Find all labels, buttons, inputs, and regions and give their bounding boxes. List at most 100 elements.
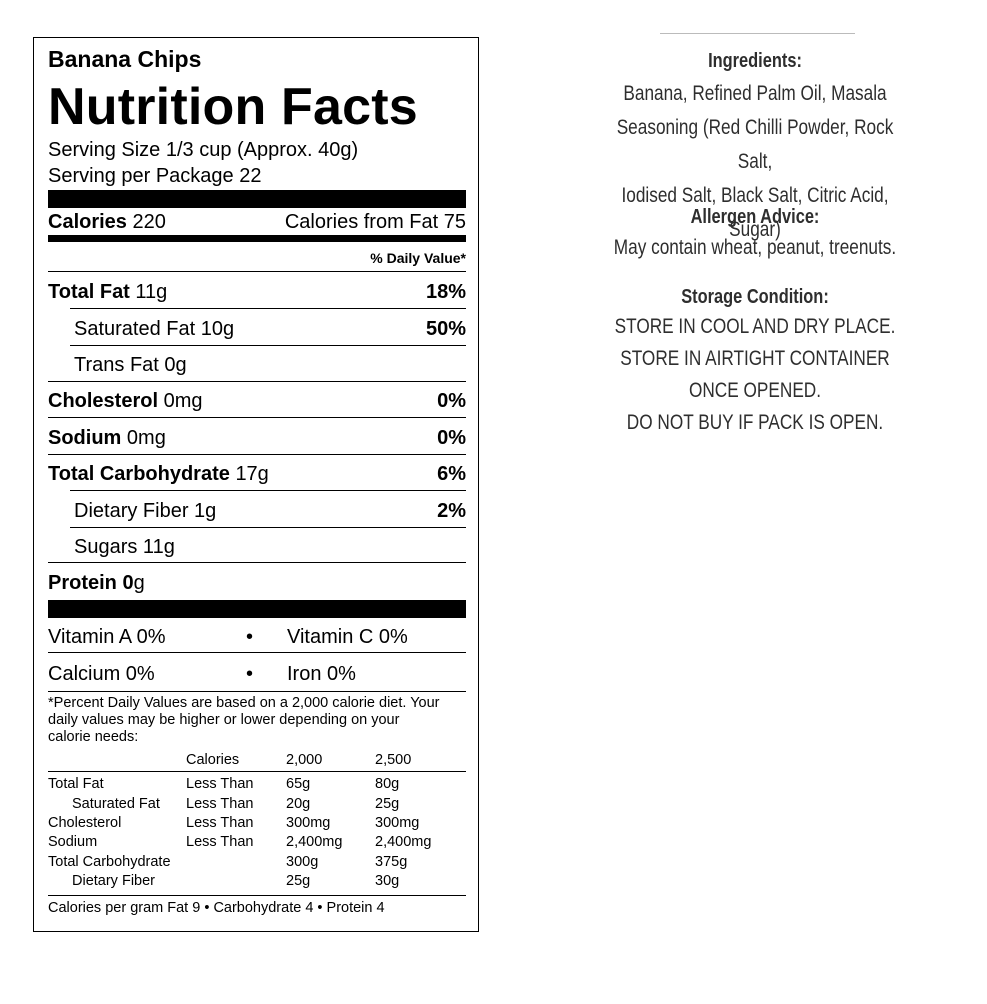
dv-row-label: Saturated Fat	[72, 796, 160, 812]
nutrient-row-total-carbohydrate: Total Carbohydrate 17g 6%	[48, 463, 466, 486]
dv-row-2500: 30g	[375, 873, 400, 889]
dv-row-label: Cholesterol	[48, 815, 122, 831]
nutrient-dv: 0%	[437, 390, 466, 412]
storage-section: Storage Condition: STORE IN COOL AND DRY…	[565, 286, 945, 439]
nutrient-label: Cholesterol 0mg	[48, 390, 203, 413]
nutrient-name: Sugars 11g	[74, 536, 175, 558]
dv-header-calories: Calories	[186, 752, 240, 768]
top-rule	[660, 33, 855, 34]
dv-header-2500: 2,500	[375, 752, 412, 768]
allergen-heading: Allergen Advice:	[690, 206, 820, 228]
nutrient-dv: 18%	[425, 281, 466, 303]
vitamin-a: Vitamin A 0%	[48, 626, 166, 648]
nutrient-dv: 6%	[437, 463, 466, 485]
nutrient-row-cholesterol: Cholesterol 0mg 0%	[48, 390, 466, 413]
nutrient-name: Protein	[48, 572, 117, 594]
dv-row-2000: 65g	[286, 776, 311, 792]
thick-divider	[48, 190, 466, 208]
ingredients-line: Iodised Salt, Black Salt, Citric Acid, S…	[621, 184, 889, 241]
nutrient-row-sodium: Sodium 0mg 0%	[48, 427, 466, 450]
ingredients-line: Seasoning (Red Chilli Powder, Rock Salt,	[616, 116, 894, 173]
ingredients-heading: Ingredients:	[708, 50, 802, 72]
servings-per-package: Serving per Package 22	[48, 165, 262, 187]
divider	[70, 345, 466, 346]
nutrient-name: Cholesterol	[48, 390, 159, 412]
nutrient-amount: 0mg	[163, 390, 203, 412]
iron: Iron 0%	[287, 663, 356, 685]
dv-row-2500: 2,400mg	[375, 834, 432, 850]
nutrient-name: Total Fat	[48, 281, 130, 303]
vitamin-row-2: Calcium 0% • Iron 0%	[48, 663, 466, 687]
medium-divider	[48, 235, 466, 242]
divider	[48, 417, 466, 418]
storage-line: DO NOT BUY IF PACK IS OPEN.	[626, 411, 884, 434]
nutrient-name: Dietary Fiber 1g	[74, 500, 217, 522]
divider	[48, 691, 466, 692]
dv-header-2000: 2,000	[286, 752, 323, 768]
storage-line: STORE IN AIRTIGHT CONTAINER	[620, 347, 890, 370]
nutrient-name: Trans Fat 0g	[74, 354, 187, 376]
calories-label: Calories	[48, 211, 127, 233]
nutrient-dv: 2%	[437, 500, 466, 522]
dv-row-label: Dietary Fiber	[72, 873, 155, 889]
storage-line: ONCE OPENED.	[688, 379, 822, 402]
nutrient-row-protein: Protein 0g	[48, 572, 466, 595]
dv-row-qualifier: Less Than	[186, 796, 254, 812]
dv-row-qualifier: Less Than	[186, 776, 254, 792]
dv-row-label: Total Fat	[48, 776, 104, 792]
ingredients-text: Banana, Refined Palm Oil, Masala Seasoni…	[599, 77, 911, 247]
divider	[48, 381, 466, 382]
dv-row-label: Sodium	[48, 834, 98, 850]
nutrient-label: Total Fat 11g	[48, 281, 167, 304]
nutrient-row-dietary-fiber: Dietary Fiber 1g 2%	[48, 500, 466, 523]
nutrient-dv: 50%	[425, 318, 466, 340]
nutrient-amount: 17g	[235, 463, 269, 485]
calcium: Calcium 0%	[48, 663, 155, 685]
dv-row-2000: 20g	[286, 796, 311, 812]
nutrient-name: Sodium	[48, 427, 122, 449]
dv-row-2000: 300mg	[286, 815, 331, 831]
dv-row-qualifier: Less Than	[186, 834, 254, 850]
serving-size: Serving Size 1/3 cup (Approx. 40g)	[48, 139, 359, 161]
divider	[48, 271, 466, 272]
nutrition-facts-title: Nutrition Facts	[48, 78, 418, 136]
divider	[48, 771, 466, 772]
calories-value: 220	[132, 211, 166, 233]
divider	[48, 652, 466, 653]
dv-row-2000: 300g	[286, 854, 319, 870]
storage-line: STORE IN COOL AND DRY PLACE.	[614, 315, 896, 338]
dv-row-2000: 25g	[286, 873, 311, 889]
divider	[70, 490, 466, 491]
ingredients-section: Ingredients: Banana, Refined Palm Oil, M…	[565, 50, 945, 247]
nutrient-row-trans-fat: Trans Fat 0g	[48, 354, 466, 377]
daily-value-footnote: *Percent Daily Values are based on a 2,0…	[48, 695, 440, 745]
nutrient-row-total-fat: Total Fat 11g 18%	[48, 281, 466, 304]
dv-row-2000: 2,400mg	[286, 834, 343, 850]
dv-row-qualifier: Less Than	[186, 815, 254, 831]
vitamin-row-1: Vitamin A 0% • Vitamin C 0%	[48, 626, 466, 650]
daily-value-header: % Daily Value*	[370, 250, 466, 266]
dv-table: Total Fat Less Than 65g 80g Saturated Fa…	[48, 775, 466, 895]
divider	[48, 454, 466, 455]
dv-row-2500: 25g	[375, 796, 400, 812]
divider	[48, 562, 466, 563]
calories-row: Calories 220 Calories from Fat 75	[48, 211, 466, 234]
nutrient-amount: 0mg	[126, 427, 166, 449]
dv-row-2500: 80g	[375, 776, 400, 792]
storage-text: STORE IN COOL AND DRY PLACE. STORE IN AI…	[599, 311, 911, 439]
dv-row-label: Total Carbohydrate	[48, 854, 171, 870]
dv-row-2500: 375g	[375, 854, 408, 870]
nutrient-label: Total Carbohydrate 17g	[48, 463, 269, 486]
nutrient-name: Total Carbohydrate	[48, 463, 230, 485]
calories-per-gram: Calories per gram Fat 9 • Carbohydrate 4…	[48, 900, 385, 916]
thick-divider	[48, 600, 466, 618]
nutrient-amount: 11g	[135, 281, 168, 303]
nutrient-amount-number: 0	[122, 572, 134, 594]
divider	[48, 895, 466, 896]
nutrient-amount-unit: g	[133, 572, 145, 594]
ingredients-line: Banana, Refined Palm Oil, Masala	[623, 82, 887, 105]
divider	[70, 308, 466, 309]
nutrition-facts-panel: Banana Chips Nutrition Facts Serving Siz…	[33, 37, 479, 932]
bullet: •	[246, 626, 254, 648]
allergen-text: May contain wheat, peanut, treenuts.	[613, 236, 897, 259]
